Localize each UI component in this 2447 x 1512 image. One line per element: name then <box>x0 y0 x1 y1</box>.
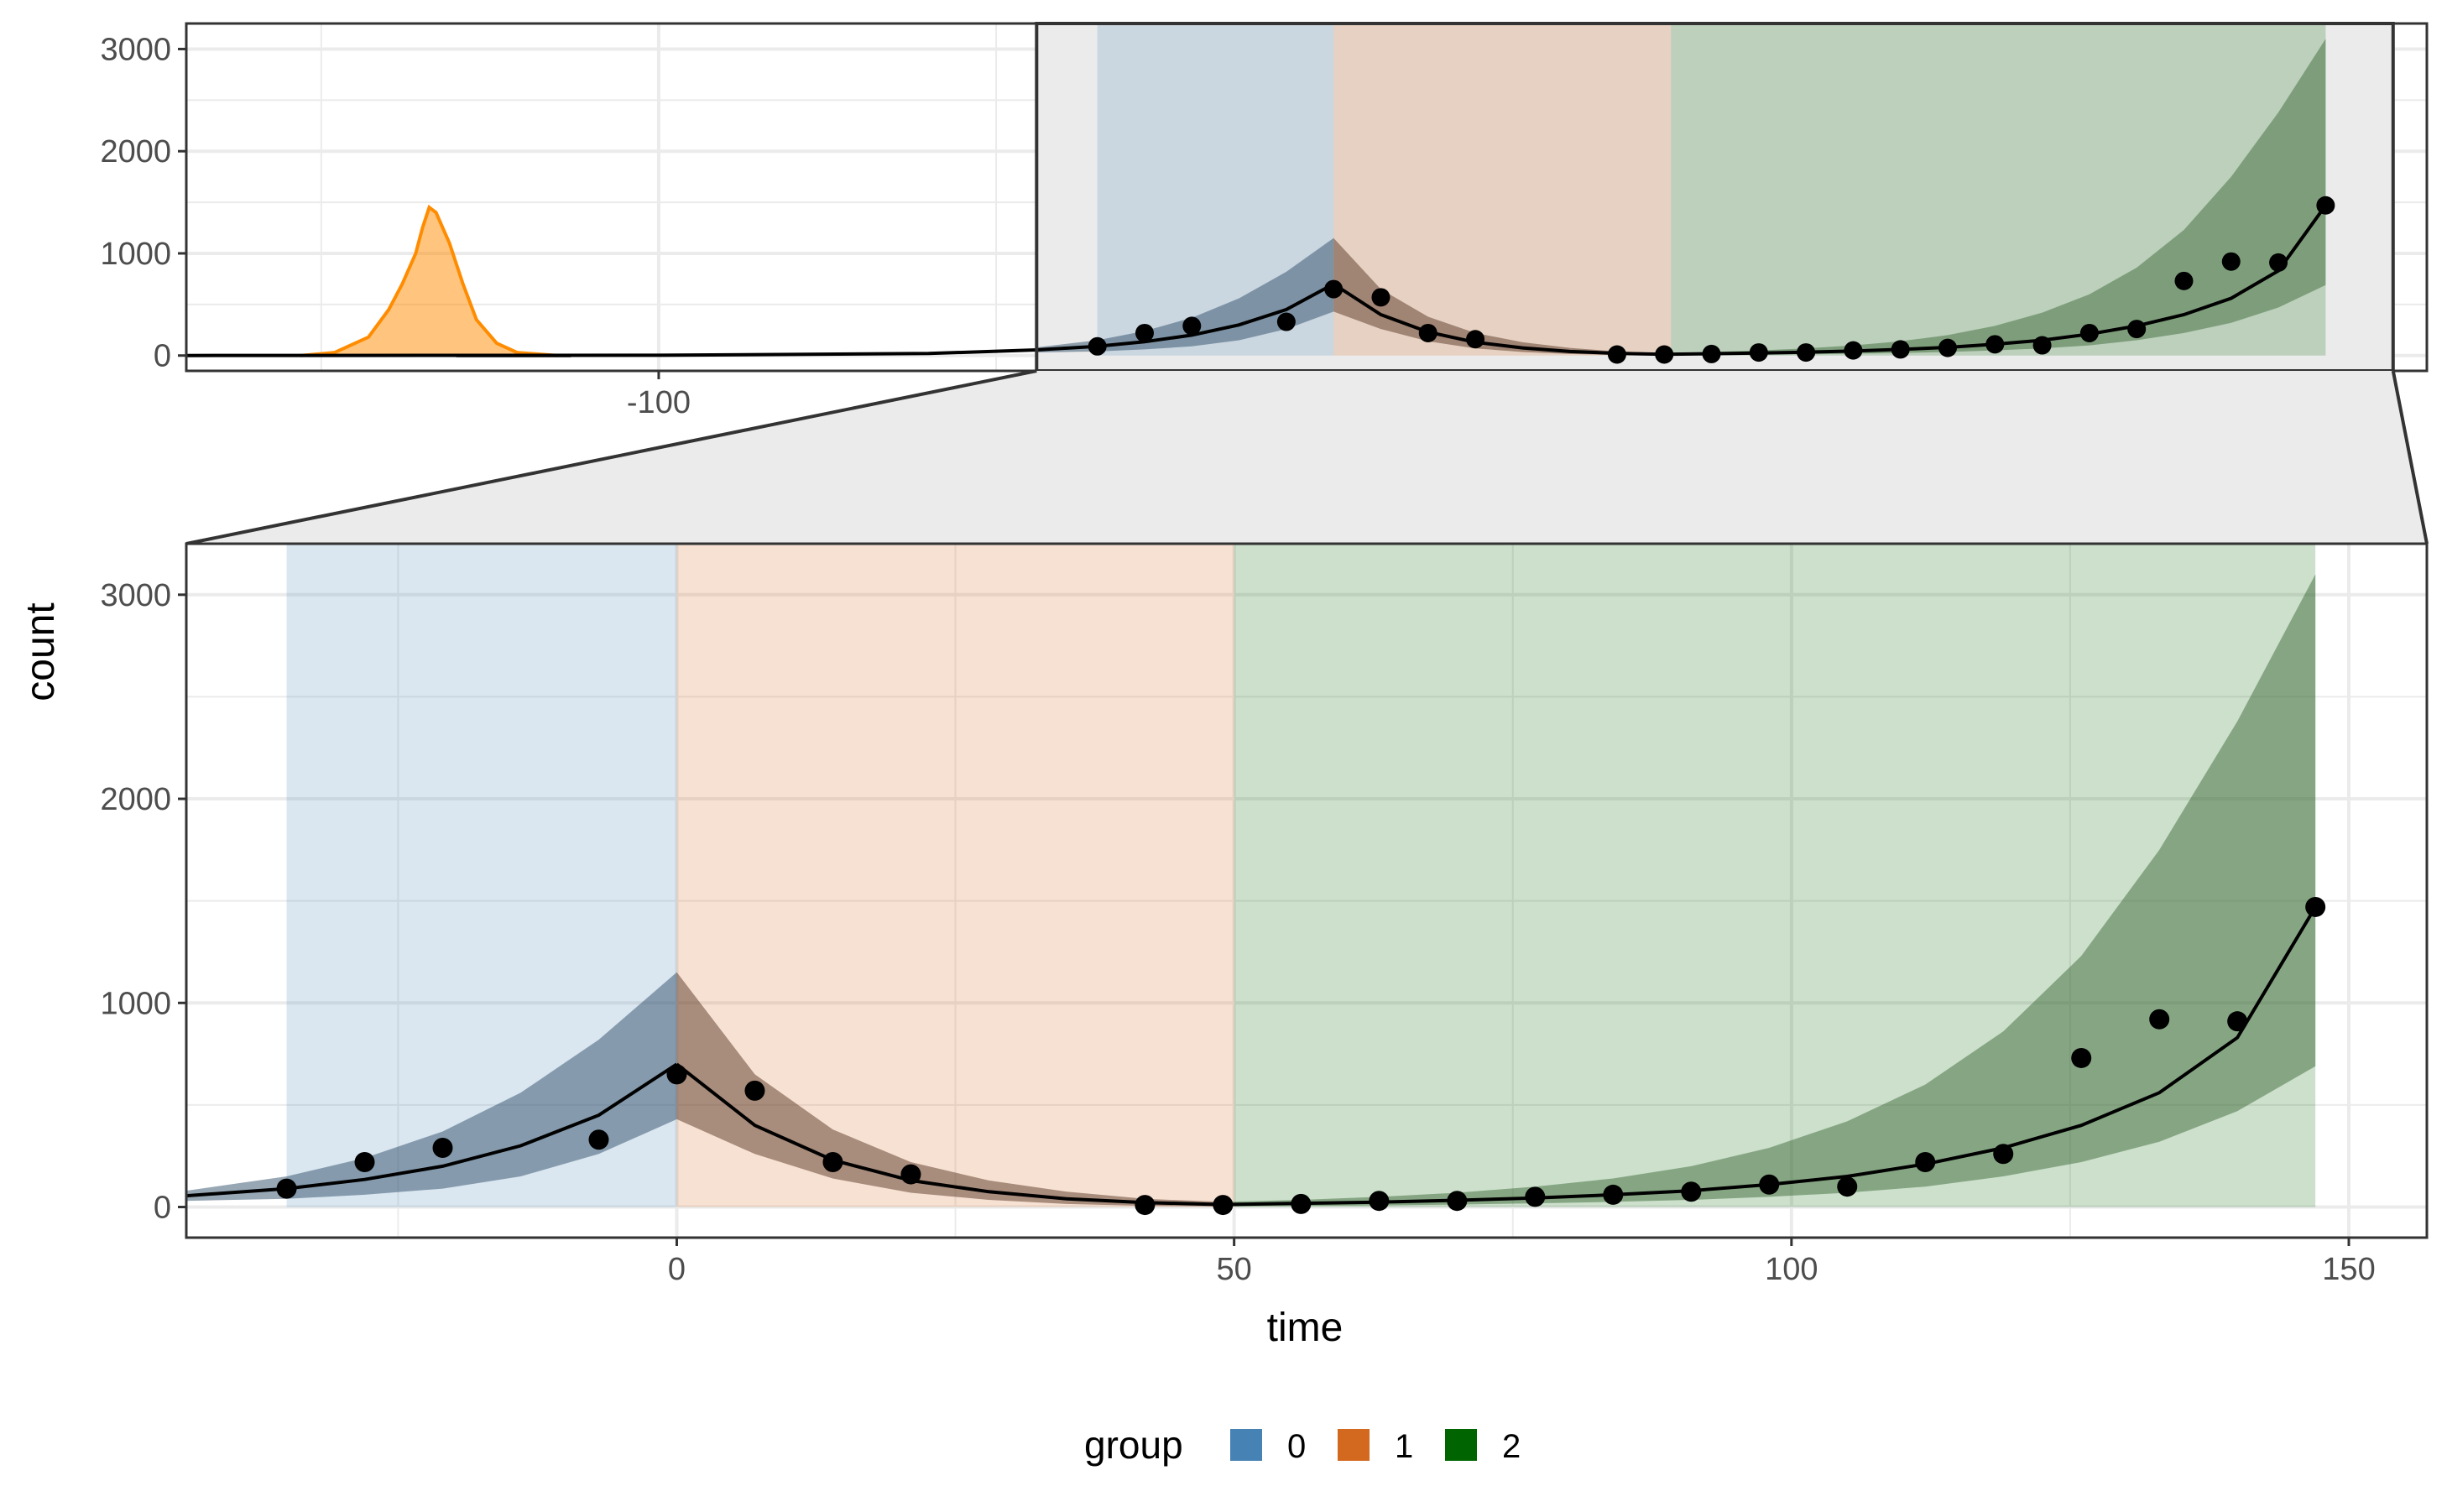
zoom-data-point <box>1837 1176 1858 1197</box>
overview-fit-line-pre <box>186 282 1335 357</box>
legend-key-1 <box>1338 1429 1370 1461</box>
zoom-data-point <box>2305 896 2326 917</box>
zoom-y-tick-label: 2000 <box>100 782 171 817</box>
overview-data-point <box>1938 338 1958 357</box>
overview-data-point <box>1749 343 1768 362</box>
overview-data-point <box>1182 316 1202 336</box>
zoom-data-point <box>1369 1191 1390 1212</box>
overview-data-point <box>1276 312 1296 331</box>
zoom-x-tick-label: 0 <box>668 1252 686 1287</box>
zoom-x-tick-label: 50 <box>1217 1252 1252 1287</box>
overview-ci-band-group-0 <box>1036 237 1334 353</box>
zoom-data-point <box>822 1152 843 1173</box>
connector-fill <box>186 371 2427 544</box>
zoom-data-point <box>588 1129 609 1150</box>
overview-ci-band-group-2 <box>1664 39 2326 356</box>
zoom-data-point <box>744 1080 765 1101</box>
zoom-data-point <box>1603 1184 1624 1205</box>
overview-y-tick-label: 3000 <box>100 32 171 67</box>
zoom-data-point <box>1447 1191 1468 1212</box>
zoom-data-point <box>1759 1174 1780 1195</box>
legend: group 0 1 2 <box>1084 1423 1521 1467</box>
overview-data-point <box>2079 323 2099 342</box>
overview-y-tick-label: 2000 <box>100 134 171 169</box>
overview-data-point <box>1891 340 1910 359</box>
overview-data-point <box>1844 341 1863 360</box>
zoom-data-point <box>1291 1193 1312 1214</box>
zoom-data-point <box>1993 1144 2014 1165</box>
legend-key-2 <box>1445 1429 1477 1461</box>
legend-key-0 <box>1230 1429 1262 1461</box>
zoom-data-point <box>276 1178 297 1199</box>
zoom-data-point <box>666 1064 687 1085</box>
zoom-ci-band-group-0 <box>186 972 677 1202</box>
zoom-x-tick-label: 150 <box>2322 1252 2375 1287</box>
zoom-y-tick-label: 1000 <box>100 986 171 1021</box>
overview-data-point <box>2316 196 2335 215</box>
zoom-fit-line-1 <box>676 1062 1224 1207</box>
overview-data-point <box>1607 345 1626 364</box>
y-axis-title: count <box>18 602 63 701</box>
overview-y-tick-label: 0 <box>154 339 171 374</box>
overview-data-point <box>1702 344 1721 363</box>
zoom-ci-band-group-2 <box>1223 574 2316 1207</box>
zoom-fit-line-pre <box>186 1062 678 1198</box>
overview-data-point <box>2032 336 2052 355</box>
overview-data-point <box>1985 335 2005 354</box>
overview-data-point <box>1655 345 1674 364</box>
zoom-x-tick-label: 100 <box>1765 1252 1818 1287</box>
legend-title: group <box>1084 1423 1183 1467</box>
zoom-ci-band-group-1 <box>676 972 1224 1207</box>
zoom-data-point <box>354 1152 375 1173</box>
zoom-data-point <box>1525 1186 1546 1207</box>
overview-data-point <box>1324 279 1344 299</box>
density-area <box>300 207 558 356</box>
connector-line-left <box>185 369 1037 545</box>
zoom-data-point <box>1681 1181 1702 1202</box>
zoom-data-point <box>2071 1047 2092 1068</box>
overview-data-point <box>1466 330 1485 349</box>
density-line <box>300 204 558 357</box>
zoom-data-point <box>432 1137 453 1158</box>
zoom-data-point <box>2149 1009 2170 1030</box>
zoom-panel-border <box>185 542 2429 1239</box>
overview-data-point <box>2127 320 2147 339</box>
overview-data-point <box>2269 253 2288 272</box>
x-axis-title: time <box>1267 1306 1344 1350</box>
legend-label-1: 1 <box>1395 1428 1413 1465</box>
zoom-y-tick-label: 3000 <box>100 578 171 613</box>
zoom-plot-area <box>186 544 2427 1238</box>
zoom-data-point <box>2227 1011 2248 1032</box>
zoom-panel: 0 1000 2000 3000 0 50 100 150 <box>100 542 2429 1287</box>
overview-x-tick-label: -100 <box>627 385 691 420</box>
overview-data-point <box>1371 288 1390 307</box>
overview-data-point <box>2174 271 2194 290</box>
zoom-data-point <box>1915 1152 1936 1173</box>
overview-plot-area <box>186 23 2427 371</box>
overview-data-point <box>1418 323 1437 342</box>
zoom-data-point <box>1213 1195 1234 1216</box>
zoom-data-point <box>1135 1195 1156 1216</box>
axis-titles: time count <box>18 602 1343 1350</box>
overview-y-tick-label: 1000 <box>100 237 171 272</box>
overview-data-point <box>1135 323 1154 342</box>
zoom-connector <box>185 369 2429 545</box>
zoom-y-tick-label: 0 <box>154 1191 171 1226</box>
zoom-data-point <box>900 1164 921 1185</box>
legend-label-2: 2 <box>1502 1428 1521 1465</box>
overview-data-point <box>1797 343 1816 362</box>
overview-data-point <box>1088 336 1107 356</box>
overview-data-point <box>2221 252 2241 271</box>
connector-line-right <box>2391 370 2429 545</box>
legend-label-0: 0 <box>1287 1428 1306 1465</box>
